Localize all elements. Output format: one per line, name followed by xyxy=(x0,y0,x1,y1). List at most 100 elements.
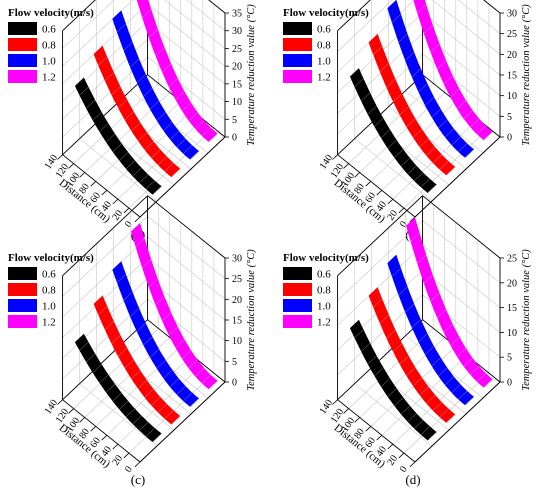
ribbon-mesh-line xyxy=(354,78,364,87)
ribbon-mesh-line xyxy=(399,355,409,365)
floor-grid-line xyxy=(354,383,433,447)
ribbon-mesh-line xyxy=(419,386,429,396)
ribbon-mesh-line xyxy=(373,46,383,55)
ribbon-mesh-line xyxy=(118,347,128,357)
ribbon-mesh-line xyxy=(470,118,480,128)
ribbon-mesh-line xyxy=(457,100,466,109)
ribbon-mesh-line xyxy=(126,160,135,169)
ribbon-mesh-line xyxy=(92,112,102,121)
wall-grid-line xyxy=(147,3,226,67)
surface-ribbons xyxy=(74,223,218,443)
ribbon-mesh-line xyxy=(163,122,173,131)
ribbon-mesh-line xyxy=(477,125,486,135)
ribbon-mesh-line xyxy=(420,178,430,188)
ribbon-mesh-line xyxy=(156,112,166,121)
ribbon-series-0-8 xyxy=(93,295,181,425)
ribbon-series-0-8 xyxy=(368,287,456,423)
ribbon-mesh-line xyxy=(430,293,440,302)
ribbon-mesh-line xyxy=(464,149,474,158)
wall-grid-line xyxy=(147,236,226,300)
legend-label: 0.6 xyxy=(317,269,331,281)
wall-grid-line xyxy=(432,0,501,55)
ribbon-mesh-line xyxy=(123,42,133,51)
ribbon-mesh-line xyxy=(106,133,115,143)
ribbon-mesh-line xyxy=(398,286,408,296)
ribbon-mesh-line xyxy=(433,402,442,411)
x-tick xyxy=(112,443,119,450)
wall-grid-line xyxy=(337,245,423,326)
ribbon-mesh-line xyxy=(437,309,447,318)
legend-swatch xyxy=(8,38,37,51)
ribbon-mesh-line xyxy=(124,359,134,369)
legend: Flow velocity(m/s) 0.6 0.8 1.0 1.2 xyxy=(283,252,369,329)
ribbon-mesh-line xyxy=(361,343,371,352)
z-tick-label: 20 xyxy=(232,62,242,73)
surface-ribbons xyxy=(349,217,493,441)
legend-label: 0.8 xyxy=(42,40,56,52)
surface-ribbons xyxy=(349,0,493,193)
z-tick-label: 15 xyxy=(232,316,242,327)
ribbon-mesh-line xyxy=(420,426,430,435)
x-tick xyxy=(354,417,360,423)
legend-swatch xyxy=(283,22,312,35)
ribbon-mesh-line xyxy=(483,379,493,388)
ribbon-mesh-line xyxy=(208,133,218,142)
ribbon-mesh-line xyxy=(379,314,389,324)
ribbon-mesh-line xyxy=(183,145,193,154)
ribbon-mesh-line xyxy=(98,56,108,66)
ribbon-mesh-line xyxy=(439,161,449,170)
ribbon-mesh-line xyxy=(423,274,433,284)
wall-grid-line xyxy=(62,0,134,67)
legend-swatch xyxy=(283,70,312,83)
ribbon-mesh-line xyxy=(387,388,397,397)
z-tick-label: 10 xyxy=(232,336,242,347)
ribbon-mesh-line xyxy=(163,369,173,379)
z-tick-label: 0 xyxy=(507,133,512,144)
ribbon-mesh-line xyxy=(131,370,141,379)
ribbon-mesh-line xyxy=(411,68,421,78)
ribbon-series-0-8 xyxy=(93,45,181,178)
ribbon-mesh-line xyxy=(451,136,461,146)
ribbon-mesh-line xyxy=(386,329,396,339)
z-tick-label: 15 xyxy=(232,79,242,90)
ribbon-mesh-line xyxy=(182,102,191,111)
x-tick xyxy=(101,435,108,441)
legend-swatch xyxy=(283,267,312,280)
ribbon-mesh-line xyxy=(202,374,211,384)
wall-grid-line xyxy=(147,216,226,279)
x-tick-label: 0 xyxy=(123,219,135,229)
ribbon-mesh-line xyxy=(413,129,422,138)
axis-edge xyxy=(62,399,141,463)
x-tick-label: 0 xyxy=(398,219,410,229)
legend-swatch xyxy=(8,267,37,280)
legend-swatch xyxy=(8,22,37,35)
ribbon-mesh-line xyxy=(98,306,108,315)
ribbon-mesh-line xyxy=(354,329,364,338)
z-tick-label: 20 xyxy=(507,278,517,289)
x-tick xyxy=(343,408,349,414)
ribbon-mesh-line xyxy=(142,9,152,18)
x-tick xyxy=(79,417,85,423)
z-tick-label: 20 xyxy=(507,50,517,61)
legend-label: 1.0 xyxy=(42,56,56,68)
ribbon-mesh-line xyxy=(155,296,165,305)
ribbon-mesh-line xyxy=(188,359,198,369)
ribbon-mesh-line xyxy=(104,72,114,81)
z-tick-label: 10 xyxy=(232,97,242,108)
x-tick xyxy=(134,216,141,223)
x-tick xyxy=(387,198,394,205)
ribbon-mesh-line xyxy=(463,110,473,119)
ribbon-mesh-line xyxy=(150,349,160,358)
z-axis: 0 5 10 15 20 25 30 35 Temperature reduction valu… xyxy=(225,4,257,146)
wall-grid-line xyxy=(422,220,501,284)
ribbon-mesh-line xyxy=(158,156,167,166)
ribbon-mesh-line xyxy=(418,333,428,342)
ribbon-mesh-line xyxy=(168,326,178,336)
ribbon-mesh-line xyxy=(99,374,109,383)
legend-swatch xyxy=(8,283,37,296)
ribbon-mesh-line xyxy=(458,143,468,152)
z-tick-label: 5 xyxy=(232,357,237,368)
ribbon-mesh-line xyxy=(407,413,417,422)
floor-grid-line xyxy=(79,138,158,202)
